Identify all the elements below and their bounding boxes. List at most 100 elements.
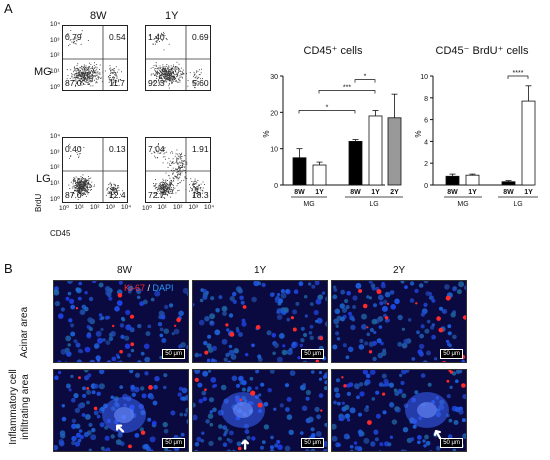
facs-event-dot bbox=[194, 184, 195, 185]
facs-event-dot bbox=[78, 75, 79, 76]
dapi-nucleus bbox=[89, 449, 92, 452]
facs-event-dot bbox=[77, 63, 78, 64]
dapi-nucleus bbox=[186, 345, 189, 350]
dapi-nucleus bbox=[287, 397, 292, 402]
dapi-nucleus bbox=[352, 305, 356, 309]
facs-event-dot bbox=[177, 190, 178, 191]
ki67-positive-cell bbox=[225, 323, 228, 326]
facs-event-dot bbox=[177, 163, 178, 164]
facs-event-dot bbox=[171, 182, 172, 183]
facs-event-dot bbox=[94, 76, 95, 77]
facs-event-dot bbox=[173, 193, 174, 194]
dapi-nucleus bbox=[324, 386, 328, 390]
facs-event-dot bbox=[75, 70, 76, 71]
dapi-nucleus bbox=[289, 348, 293, 352]
facs-event-dot bbox=[87, 191, 88, 192]
facs-event-dot bbox=[179, 64, 180, 65]
facs-event-dot bbox=[83, 188, 84, 189]
facs-event-dot bbox=[91, 78, 92, 79]
facs-event-dot bbox=[87, 187, 88, 188]
facs-event-dot bbox=[168, 68, 169, 69]
dapi-nucleus bbox=[204, 316, 209, 321]
dapi-nucleus bbox=[97, 359, 100, 362]
facs-event-dot bbox=[70, 156, 71, 157]
dapi-nucleus bbox=[410, 281, 414, 285]
facs-event-dot bbox=[153, 183, 154, 184]
y-tick-label: 0 bbox=[424, 183, 428, 190]
dapi-nucleus bbox=[387, 442, 391, 446]
facs-event-dot bbox=[169, 182, 170, 183]
facs-event-dot bbox=[195, 181, 196, 182]
dapi-nucleus bbox=[334, 387, 339, 392]
dapi-nucleus bbox=[323, 449, 328, 452]
facs-event-dot bbox=[168, 77, 169, 78]
facs-event-dot bbox=[90, 186, 91, 187]
dapi-nucleus bbox=[272, 352, 276, 356]
bar bbox=[293, 158, 306, 185]
facs-event-dot bbox=[89, 75, 90, 76]
facs-event-dot bbox=[190, 72, 191, 73]
facs-event-dot bbox=[176, 176, 177, 177]
dapi-nucleus bbox=[429, 296, 433, 300]
ki67-positive-cell bbox=[141, 431, 145, 435]
dapi-nucleus bbox=[90, 434, 96, 440]
facs-event-dot bbox=[83, 83, 84, 84]
facs-event-dot bbox=[160, 71, 161, 72]
dapi-nucleus bbox=[279, 333, 285, 339]
facs-event-dot bbox=[82, 181, 83, 182]
facs-event-dot bbox=[171, 187, 172, 188]
quadrant-lr: 12.4 bbox=[109, 190, 126, 200]
facs-event-dot bbox=[177, 150, 178, 151]
quadrant-ur: 1.91 bbox=[192, 144, 209, 154]
dapi-nucleus bbox=[300, 338, 304, 342]
facs-event-dot bbox=[88, 76, 89, 77]
facs-event-dot bbox=[181, 167, 182, 168]
dapi-nucleus bbox=[302, 406, 308, 412]
facs-event-dot bbox=[82, 69, 83, 70]
col-header-8w: 8W bbox=[117, 265, 132, 276]
dapi-nucleus bbox=[147, 325, 151, 329]
facs-event-dot bbox=[155, 179, 156, 180]
facs-event-dot bbox=[169, 88, 170, 89]
x-tick-label: 2Y bbox=[390, 189, 399, 196]
facs-event-dot bbox=[165, 74, 166, 75]
x-tick-label: 10⁴ bbox=[204, 204, 214, 211]
facs-event-dot bbox=[96, 81, 97, 82]
facs-event-dot bbox=[174, 176, 175, 177]
dapi-nucleus bbox=[195, 442, 200, 447]
facs-event-dot bbox=[154, 69, 155, 70]
bar bbox=[369, 116, 382, 185]
y-axis-label: % bbox=[261, 131, 270, 138]
facs-event-dot bbox=[77, 75, 78, 76]
quadrant-ur: 0.69 bbox=[192, 32, 209, 42]
dapi-nucleus bbox=[218, 437, 222, 441]
facs-event-dot bbox=[171, 77, 172, 78]
dapi-nucleus bbox=[79, 429, 83, 433]
facs-event-dot bbox=[166, 66, 167, 67]
facs-event-dot bbox=[183, 164, 184, 165]
dapi-nucleus bbox=[277, 357, 283, 363]
dapi-nucleus bbox=[308, 417, 314, 423]
dapi-nucleus bbox=[107, 360, 112, 363]
dapi-nucleus bbox=[76, 288, 82, 294]
stain-dapi-label: DAPI bbox=[153, 283, 174, 293]
quadrant-ul: 1.40 bbox=[148, 32, 165, 42]
facs-event-dot bbox=[89, 84, 90, 85]
dapi-nucleus bbox=[193, 403, 196, 408]
facs-event-dot bbox=[163, 184, 164, 185]
facs-event-dot bbox=[88, 40, 89, 41]
bar bbox=[522, 101, 535, 185]
dapi-nucleus bbox=[359, 344, 365, 350]
dapi-nucleus bbox=[174, 329, 180, 335]
ki67-positive-cell bbox=[439, 328, 444, 333]
y-tick-label: 10³ bbox=[50, 37, 59, 44]
dapi-nucleus bbox=[382, 306, 388, 312]
facs-event-dot bbox=[81, 184, 82, 185]
dapi-nucleus bbox=[54, 445, 58, 450]
facs-event-dot bbox=[169, 79, 170, 80]
facs-event-dot bbox=[164, 182, 165, 183]
facs-event-dot bbox=[87, 180, 88, 181]
facs-event-dot bbox=[166, 186, 167, 187]
facs-event-dot bbox=[113, 187, 114, 188]
facs-event-dot bbox=[163, 162, 164, 163]
